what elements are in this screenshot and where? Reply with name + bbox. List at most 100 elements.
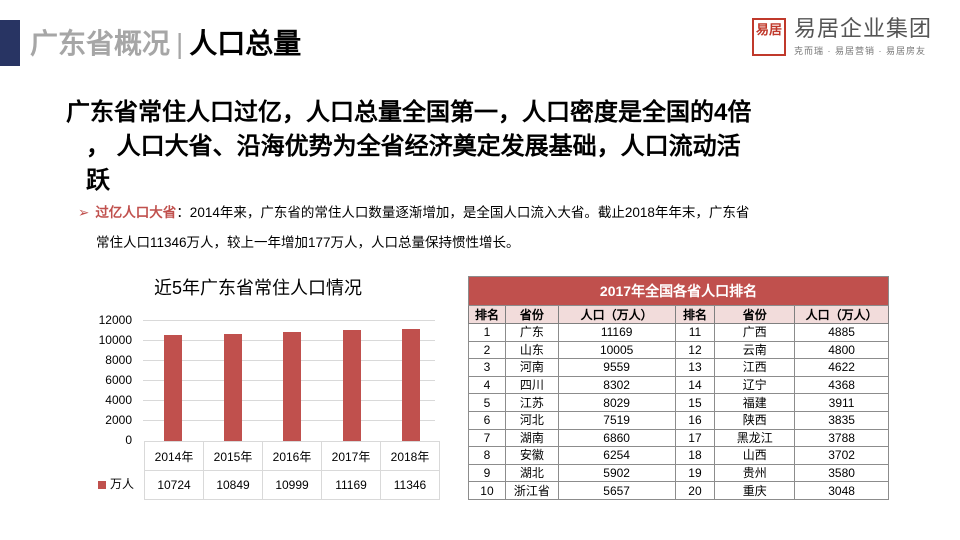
rank-cell: 18	[674, 446, 716, 465]
province-cell: 辽宁	[714, 375, 796, 395]
bullet-point: ➢ 过亿人口大省：2014年来，广东省的常住人口数量逐渐增加，是全国人口流入大省。…	[78, 198, 888, 258]
arrow-bullet-icon: ➢	[78, 205, 90, 220]
province-cell: 广西	[714, 323, 796, 342]
rank-cell: 15	[674, 393, 716, 412]
bar-2016	[283, 332, 301, 442]
population-rank-table: 2017年全国各省人口排名 排名 省份 人口（万人） 排名 省份 人口（万人） …	[468, 276, 889, 500]
table-row: 4 四川 8302 14 辽宁 4368	[468, 375, 889, 395]
province-cell: 浙江省	[504, 481, 559, 500]
year-label: 2014年	[144, 441, 204, 471]
province-cell: 广东	[504, 323, 559, 342]
value-cell: 10999	[262, 470, 322, 500]
data-table-values-row: 10724 10849 10999 11169 11346	[144, 470, 440, 500]
population-cell: 4622	[794, 358, 889, 377]
table-row: 3 河南 9559 13 江西 4622	[468, 358, 889, 377]
province-cell: 重庆	[714, 481, 796, 500]
table-row: 6 河北 7519 16 陕西 3835	[468, 410, 889, 430]
rank-cell: 9	[468, 463, 506, 483]
population-cell: 3580	[794, 463, 889, 483]
legend-swatch-icon	[98, 480, 106, 489]
rank-cell: 4	[468, 375, 506, 395]
province-cell: 湖南	[504, 428, 559, 448]
headline-line-1: 广东省常住人口过亿，人口总量全国第一，人口密度是全国的4倍	[66, 99, 752, 126]
province-cell: 山西	[714, 446, 796, 465]
value-cell: 11169	[321, 470, 381, 500]
population-cell: 10005	[557, 340, 676, 360]
col-header-rank: 排名	[468, 305, 506, 324]
bullet-text-2: 常住人口11346万人，较上一年增加177万人，人口总量保持惯性增长。	[96, 235, 520, 250]
year-label: 2016年	[262, 441, 322, 471]
rank-cell: 19	[674, 463, 716, 483]
bar-2018	[402, 328, 420, 442]
chart-data-table: 2014年 2015年 2016年 2017年 2018年 10724 1084…	[144, 441, 440, 500]
population-cell: 3788	[794, 428, 889, 448]
table-body: 1 广东 11169 11 广西 4885 2 山东 10005 12 云南 4800 3 河南 9559 1…	[468, 323, 889, 500]
population-cell: 8302	[557, 375, 676, 395]
population-cell: 5657	[557, 481, 676, 500]
value-cell: 11346	[380, 470, 440, 500]
value-cell: 10724	[144, 470, 204, 500]
gridline	[143, 320, 435, 321]
table-caption: 2017年全国各省人口排名	[468, 276, 889, 306]
logo-subtitle: 克而瑞 · 易居营销 · 易居房友	[794, 46, 926, 56]
province-cell: 福建	[714, 393, 796, 412]
province-cell: 贵州	[714, 463, 796, 483]
population-cell: 4885	[794, 323, 889, 342]
population-cell: 7519	[557, 410, 676, 430]
population-cell: 3911	[794, 393, 889, 412]
province-cell: 黑龙江	[714, 428, 796, 448]
province-cell: 四川	[504, 375, 559, 395]
value-cell: 10849	[203, 470, 263, 500]
headline-line-2: ， 人口大省、沿海优势为全省经济奠定发展基础，人口流动活	[86, 133, 741, 160]
col-header-province: 省份	[504, 305, 559, 324]
table-row: 5 江苏 8029 15 福建 3911	[468, 393, 889, 412]
title-separator: |	[176, 28, 184, 59]
bullet-keyword: 过亿人口大省	[95, 205, 177, 220]
page-title: 广东省概况 | 人口总量	[30, 24, 301, 64]
province-cell: 河南	[504, 358, 559, 377]
rank-cell: 13	[674, 358, 716, 377]
col-header-province: 省份	[714, 305, 796, 324]
rank-cell: 8	[468, 446, 506, 465]
province-cell: 江西	[714, 358, 796, 377]
year-label: 2017年	[321, 441, 381, 471]
rank-cell: 20	[674, 481, 716, 500]
province-cell: 安徽	[504, 446, 559, 465]
headline-line-3: 跃	[86, 167, 110, 194]
population-cell: 5902	[557, 463, 676, 483]
rank-cell: 16	[674, 410, 716, 430]
rank-cell: 2	[468, 340, 506, 360]
legend-label: 万人	[110, 477, 135, 491]
year-label: 2018年	[380, 441, 440, 471]
y-tick: 8000	[105, 353, 132, 367]
rank-cell: 3	[468, 358, 506, 377]
province-cell: 陕西	[714, 410, 796, 430]
province-cell: 江苏	[504, 393, 559, 412]
rank-cell: 17	[674, 428, 716, 448]
table-row: 10 浙江省 5657 20 重庆 3048	[468, 481, 889, 500]
population-cell: 4368	[794, 375, 889, 395]
province-cell: 云南	[714, 340, 796, 360]
y-tick: 10000	[98, 333, 132, 347]
col-header-population: 人口（万人）	[557, 305, 676, 324]
table-header-row: 排名 省份 人口（万人） 排名 省份 人口（万人）	[468, 305, 889, 324]
year-label: 2015年	[203, 441, 263, 471]
logo-name: 易居企业集团	[794, 16, 933, 41]
table-row: 9 湖北 5902 19 贵州 3580	[468, 463, 889, 483]
population-cell: 6254	[557, 446, 676, 465]
data-table-years-row: 2014年 2015年 2016年 2017年 2018年	[144, 441, 440, 471]
bar-2017	[343, 330, 361, 442]
chart-title: 近5年广东省常住人口情况	[154, 278, 363, 298]
company-logo: 易居 易居企业集团 克而瑞 · 易居营销 · 易居房友	[752, 16, 952, 60]
rank-cell: 1	[468, 323, 506, 342]
population-cell: 3835	[794, 410, 889, 430]
population-cell: 9559	[557, 358, 676, 377]
seal-icon: 易居	[752, 18, 786, 56]
bullet-text-1: ：2014年来，广东省的常住人口数量逐渐增加，是全国人口流入大省。截止2018年…	[176, 205, 750, 220]
legend-key: 万人	[98, 470, 134, 499]
table-row: 7 湖南 6860 17 黑龙江 3788	[468, 428, 889, 448]
headline: 广东省常住人口过亿，人口总量全国第一，人口密度是全国的4倍 ， 人口大省、沿海优…	[66, 96, 878, 198]
population-cell: 11169	[557, 323, 676, 342]
rank-cell: 6	[468, 410, 506, 430]
province-cell: 山东	[504, 340, 559, 360]
